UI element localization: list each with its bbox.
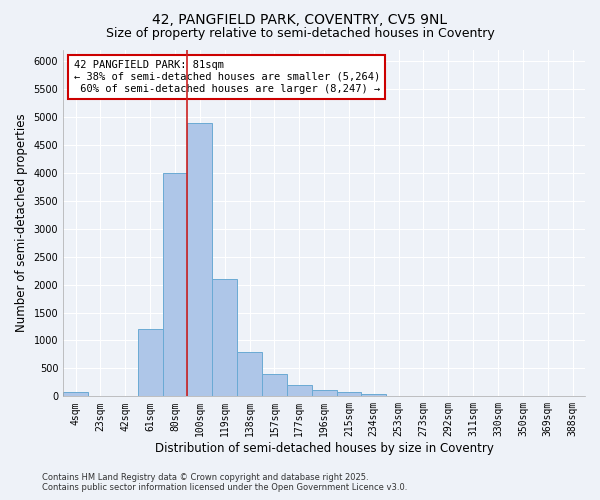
Bar xyxy=(63,392,88,396)
Bar xyxy=(138,330,163,396)
Y-axis label: Number of semi-detached properties: Number of semi-detached properties xyxy=(15,114,28,332)
Text: 42, PANGFIELD PARK, COVENTRY, CV5 9NL: 42, PANGFIELD PARK, COVENTRY, CV5 9NL xyxy=(152,12,448,26)
X-axis label: Distribution of semi-detached houses by size in Coventry: Distribution of semi-detached houses by … xyxy=(155,442,494,455)
Bar xyxy=(287,385,311,396)
Bar xyxy=(361,394,386,396)
Bar xyxy=(337,392,361,396)
Text: 42 PANGFIELD PARK: 81sqm
← 38% of semi-detached houses are smaller (5,264)
 60% : 42 PANGFIELD PARK: 81sqm ← 38% of semi-d… xyxy=(74,60,380,94)
Bar xyxy=(163,173,187,396)
Text: Size of property relative to semi-detached houses in Coventry: Size of property relative to semi-detach… xyxy=(106,28,494,40)
Bar xyxy=(237,352,262,397)
Bar xyxy=(187,122,212,396)
Bar xyxy=(262,374,287,396)
Bar xyxy=(311,390,337,396)
Text: Contains HM Land Registry data © Crown copyright and database right 2025.
Contai: Contains HM Land Registry data © Crown c… xyxy=(42,473,407,492)
Bar xyxy=(212,279,237,396)
